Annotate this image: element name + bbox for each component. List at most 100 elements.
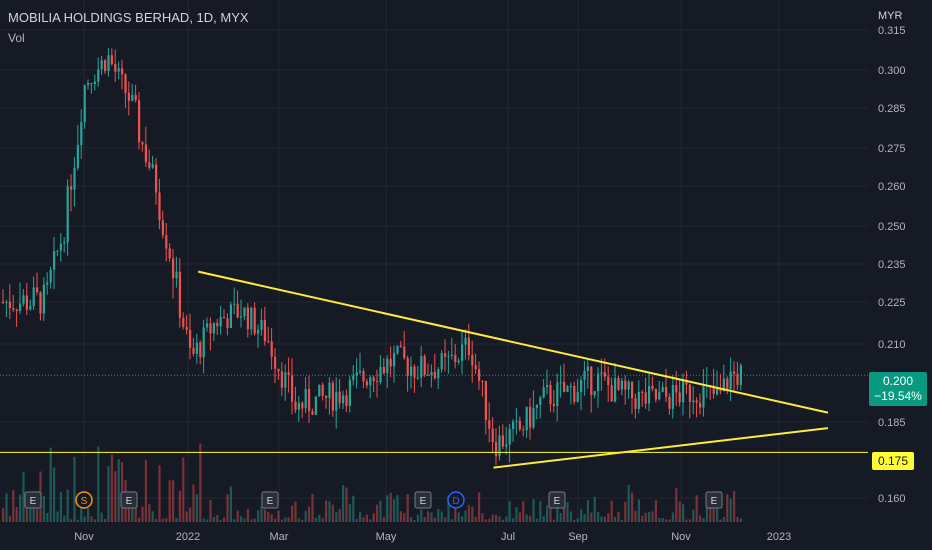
candle-body	[66, 186, 69, 243]
volume-bar	[80, 506, 83, 522]
candle-body	[372, 377, 375, 382]
candle-body	[168, 248, 171, 259]
candle-body	[556, 382, 559, 407]
volume-bar	[563, 502, 566, 522]
candle-body	[461, 344, 464, 361]
candle-body	[675, 385, 678, 393]
volume-bar	[406, 494, 409, 522]
volume-bar	[699, 515, 702, 522]
time-axis[interactable]: Nov 2022 Mar May Jul Sep Nov 2023	[74, 531, 791, 543]
volume-bar	[76, 519, 79, 522]
candle-body	[229, 304, 232, 329]
time-tick-label: Sep	[568, 531, 588, 543]
volume-bar	[403, 513, 406, 522]
candle-body	[522, 429, 525, 431]
volume-bar	[53, 467, 56, 522]
candle-body	[739, 365, 742, 385]
candle-body	[573, 385, 576, 402]
volume-bar	[117, 459, 120, 522]
candle-body	[59, 243, 62, 251]
ascending-trendline[interactable]	[493, 427, 829, 469]
candle-body	[654, 388, 657, 400]
candle-body	[389, 358, 392, 367]
volume-bar	[736, 516, 739, 522]
candle-body	[83, 85, 86, 123]
volume-bar	[328, 501, 331, 522]
volume-bar	[654, 500, 657, 522]
candle-body	[440, 353, 443, 370]
volume-bar	[141, 506, 144, 522]
volume-bar	[682, 504, 685, 522]
candle-body	[134, 94, 137, 101]
volume-bar	[331, 504, 334, 522]
candle-body	[178, 271, 181, 318]
candle-body	[552, 404, 555, 407]
candle-body	[641, 392, 644, 394]
volume-bar	[624, 501, 627, 522]
time-tick-label: 2022	[176, 531, 200, 543]
volume-bar	[376, 504, 379, 522]
earnings-event-marker: E	[414, 491, 432, 509]
candle-body	[155, 164, 158, 193]
price-axis[interactable]: 0.315 0.300 0.285 0.275 0.260 0.250 0.235 0.225…	[878, 25, 906, 505]
candle-body	[365, 381, 368, 386]
volume-bar	[512, 518, 515, 522]
volume-bar	[437, 508, 440, 522]
volume-bar	[712, 508, 715, 522]
candle-body	[508, 428, 511, 445]
volume-bar	[25, 506, 28, 522]
price-tick-label: 0.185	[878, 417, 906, 429]
time-tick-label: May	[376, 531, 397, 543]
volume-bar	[457, 512, 460, 522]
volume-bar	[450, 519, 453, 522]
candle-body	[382, 366, 385, 374]
candle-body	[15, 309, 18, 312]
candle-body	[110, 55, 113, 65]
candle-body	[430, 372, 433, 376]
candle-body	[246, 307, 249, 330]
candle-body	[97, 69, 100, 82]
volume-bar	[552, 519, 555, 522]
volume-bar	[229, 486, 232, 522]
candle-body	[19, 303, 22, 312]
volume-bar	[685, 519, 688, 522]
volume-bar	[93, 519, 96, 522]
volume-bar	[478, 492, 481, 522]
volume-bar	[29, 495, 32, 522]
volume-bar	[410, 517, 413, 522]
volume-bar	[325, 500, 328, 522]
candle-body	[722, 378, 725, 392]
volume-bar	[532, 499, 535, 522]
candle-body	[586, 366, 589, 371]
candle-body	[49, 269, 52, 283]
candle-body	[22, 295, 25, 304]
candle-body	[219, 316, 222, 327]
candle-body	[559, 382, 562, 384]
volume-bar	[42, 496, 45, 522]
svg-text:E: E	[267, 496, 274, 507]
candle-body	[484, 381, 487, 421]
volume-bar	[206, 519, 209, 522]
volume-bar	[651, 511, 654, 522]
candle-body	[76, 145, 79, 168]
candle-body	[467, 337, 470, 355]
descending-trendline[interactable]	[197, 270, 829, 414]
candle-body	[5, 301, 8, 303]
volume-bar	[182, 457, 185, 522]
candle-body	[280, 371, 283, 388]
time-tick-label: 2023	[767, 531, 791, 543]
candle-body	[658, 391, 661, 400]
volume-bar	[12, 489, 15, 522]
earnings-event-marker: E	[24, 491, 42, 509]
volume-bar	[430, 512, 433, 522]
volume-bar	[260, 506, 263, 522]
volume-bar	[474, 516, 477, 522]
price-tick-label: 0.315	[878, 25, 906, 37]
candle-body	[189, 329, 192, 348]
volume-label: Vol	[8, 31, 25, 45]
candle-body	[250, 307, 253, 330]
candle-body	[410, 366, 413, 376]
svg-text:D: D	[452, 496, 459, 507]
